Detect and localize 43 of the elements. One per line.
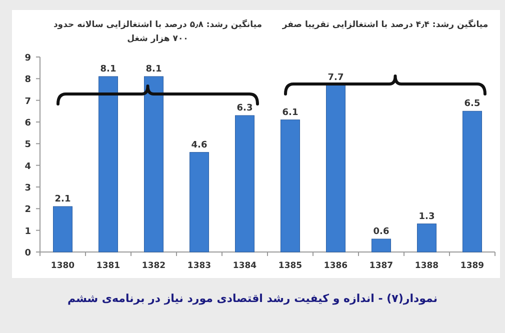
data-label: 8.1 [100,64,116,74]
x-tick-label: 1385 [278,261,302,271]
text: نمودار(۷) - اندازه و کیفیت رشد اقتصادی مورد نیاز در برنامه‌ی ششم [66,292,439,305]
bar [417,224,436,252]
data-label: 4.6 [191,140,208,150]
x-tick-label: 1382 [142,261,166,271]
data-label: 2.1 [54,194,71,204]
bar [280,120,300,252]
bar [98,76,118,252]
x-tick-label: 1381 [96,261,120,271]
x-tick-label: 1384 [232,261,257,271]
y-tick-label: 0 [24,248,31,258]
bar [235,115,254,252]
y-tick-label: 2 [24,205,31,216]
data-label: 7.7 [328,73,344,84]
y-tick-label: 8 [24,75,31,86]
y-tick-label: 1 [24,226,31,237]
x-tick-label: 1387 [369,261,394,271]
x-tick-label: 1389 [460,261,484,271]
bar [144,76,164,252]
data-label: 6.3 [236,104,253,114]
y-tick-label: 7 [24,96,31,107]
x-tick-label: 1380 [50,261,75,271]
text: میانگین رشد: ۵٫۸ درصد با اشتغالزایی سالانه حدود ۷۰۰ هزار شغل [52,18,264,46]
y-tick-label: 6 [24,118,31,128]
data-label: 6.1 [282,108,298,118]
x-tick-label: 1388 [414,261,439,271]
text: میانگین رشد: ۴٫۴ درصد با اشتغالزایی تقریبا صفر [281,18,490,32]
y-tick-label: 3 [24,184,31,194]
data-label: 6.5 [464,99,480,110]
bar [53,206,72,252]
bar [326,84,346,252]
x-tick-label: 1383 [187,261,212,271]
bar [462,110,482,252]
data-label: 0.6 [373,227,390,237]
bar [190,152,209,252]
bar [372,238,391,252]
x-tick-label: 1386 [324,261,348,271]
data-label: 8.1 [146,64,162,74]
y-tick-label: 4 [24,162,31,172]
data-label: 1.3 [418,212,435,222]
y-tick-label: 5 [24,140,31,150]
y-tick-label: 9 [24,54,31,64]
